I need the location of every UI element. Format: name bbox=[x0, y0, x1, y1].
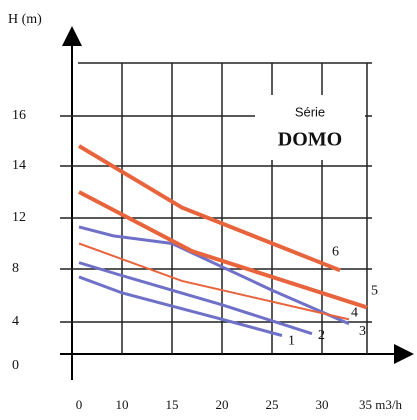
series-label: 6 bbox=[332, 245, 339, 260]
series-label: 2 bbox=[318, 328, 325, 343]
series-line bbox=[77, 144, 341, 273]
series-line bbox=[78, 242, 350, 321]
y-tick-label: 16 bbox=[12, 108, 26, 123]
y-axis-label: H (m) bbox=[8, 12, 42, 27]
y-tick-label: 0 bbox=[12, 358, 19, 373]
series-label: 1 bbox=[288, 334, 295, 349]
y-tick-label: 4 bbox=[12, 314, 19, 329]
series-line bbox=[78, 225, 350, 326]
x-tick-label: 0 bbox=[76, 397, 83, 412]
y-tick-label: 14 bbox=[12, 158, 26, 173]
series-label: 5 bbox=[371, 284, 378, 299]
x-tick-label: 30 bbox=[316, 397, 329, 412]
series-line bbox=[78, 261, 313, 336]
box-name: DOMO bbox=[278, 129, 342, 151]
x-tick-label: 10 bbox=[116, 397, 129, 412]
x-tick-label: 15 bbox=[166, 397, 179, 412]
series-label: 3 bbox=[359, 324, 366, 339]
series-label: 4 bbox=[351, 306, 358, 321]
legend-box bbox=[255, 95, 365, 160]
y-tick-label: 8 bbox=[12, 261, 19, 276]
x-tick-label: 35 m3/h bbox=[359, 397, 402, 412]
y-tick-label: 12 bbox=[12, 210, 26, 225]
x-tick-label: 25 bbox=[266, 397, 279, 412]
series-line bbox=[78, 190, 368, 310]
box-title: Série bbox=[295, 104, 325, 119]
x-tick-label: 20 bbox=[216, 397, 229, 412]
series-line bbox=[78, 275, 283, 337]
